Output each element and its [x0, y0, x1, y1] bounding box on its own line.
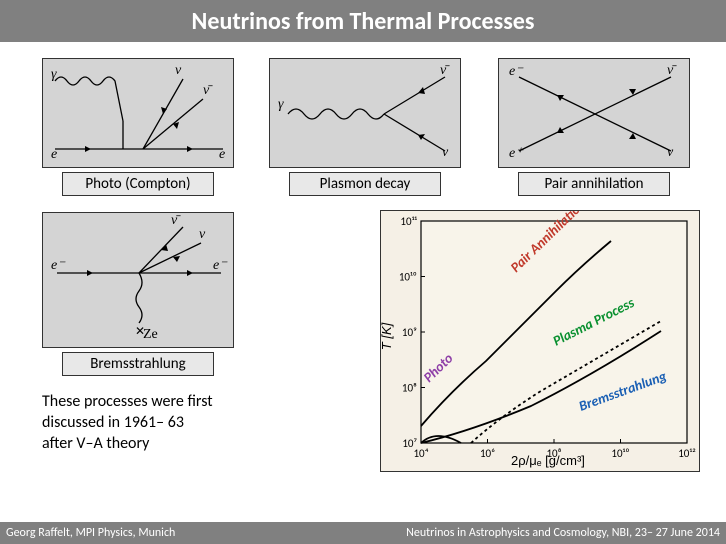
svg-text:10⁸: 10⁸	[402, 382, 417, 395]
particle-em1: e⁻	[51, 257, 65, 274]
particle-em2: e⁻	[213, 257, 227, 274]
particle-ep: e⁺	[509, 145, 523, 162]
label-text-plasmon: Plasmon decay	[320, 175, 411, 193]
label-pair-annihilation: Pair annihilation	[518, 172, 670, 196]
particle-nu-2: ν	[442, 145, 448, 161]
label-plasmon-decay: Plasmon decay	[289, 172, 441, 196]
particle-e-in: e	[51, 147, 57, 163]
particle-gamma: γ	[51, 67, 57, 83]
svg-text:10¹⁰: 10¹⁰	[399, 271, 417, 284]
y-axis-label: T [K]	[379, 323, 394, 350]
label-bremsstrahlung: Bremsstrahlung	[62, 352, 214, 376]
content-area: γ ν ν̄ e e Photo (Compton) γ ν̄ ν Plasmo…	[0, 42, 726, 522]
particle-e-out: e	[219, 147, 225, 163]
x-axis-label: 2ρ/μₑ [g/cm³]	[511, 453, 585, 468]
body-text-line1: These processes were first	[42, 392, 213, 413]
particle-nubar-2: ν̄	[440, 63, 446, 79]
svg-text:10¹²: 10¹²	[678, 447, 696, 460]
particle-em: e⁻	[509, 63, 523, 80]
footer-left: Georg Raffelt, MPI Physics, Munich	[6, 526, 175, 540]
particle-nu: ν	[175, 63, 181, 79]
label-photo-compton: Photo (Compton)	[62, 172, 214, 196]
body-text-line2: discussed in 1961– 63	[42, 413, 213, 434]
svg-text:10¹⁰: 10¹⁰	[611, 447, 629, 460]
svg-text:10⁶: 10⁶	[480, 447, 495, 460]
label-text-compton: Photo (Compton)	[85, 175, 190, 193]
particle-gamma-2: γ	[278, 97, 284, 113]
particle-nubar-3: ν̄	[667, 63, 673, 79]
process-region-chart: 10⁷10⁸10⁹10¹⁰10¹¹10⁴10⁶10⁸10¹⁰10¹²Pair A…	[380, 210, 700, 472]
particle-ze: Ze	[143, 327, 158, 343]
svg-text:10¹¹: 10¹¹	[400, 215, 417, 228]
particle-nubar-4: ν̄	[171, 213, 177, 229]
footer-right: Neutrinos in Astrophysics and Cosmology,…	[406, 526, 720, 540]
title-bar: Neutrinos from Thermal Processes	[0, 0, 726, 42]
diagram-photo-compton: γ ν ν̄ e e	[42, 58, 234, 168]
body-text: These processes were first discussed in …	[42, 392, 213, 454]
diagram-bremsstrahlung: ✕ e⁻ e⁻ ν̄ ν Ze	[42, 212, 234, 348]
footer-bar: Georg Raffelt, MPI Physics, Munich Neutr…	[0, 522, 726, 544]
label-text-pair: Pair annihilation	[544, 175, 643, 193]
page-title: Neutrinos from Thermal Processes	[192, 7, 535, 36]
diagram-plasmon-decay: γ ν̄ ν	[269, 58, 461, 168]
body-text-line3: after V–A theory	[42, 434, 213, 455]
label-text-brem: Bremsstrahlung	[90, 355, 185, 373]
particle-nubar: ν̄	[203, 83, 209, 99]
particle-nu-3: ν	[667, 145, 673, 161]
svg-text:10⁹: 10⁹	[402, 326, 417, 339]
particle-nu-4: ν	[199, 227, 205, 243]
svg-text:10⁴: 10⁴	[413, 447, 428, 460]
diagram-pair-annihilation: e⁻ e⁺ ν̄ ν	[498, 58, 690, 168]
